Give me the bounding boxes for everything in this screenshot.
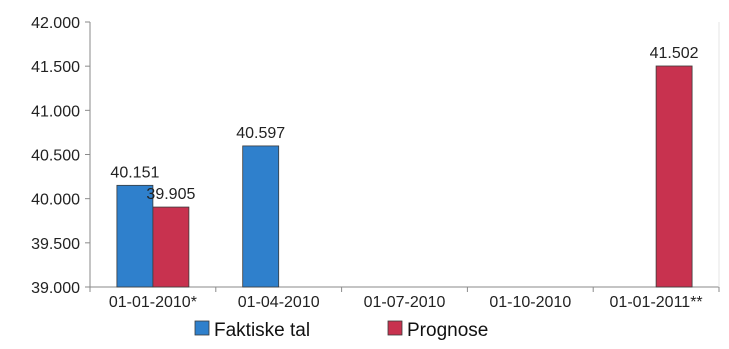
y-tick-label: 41.000	[31, 103, 80, 120]
data-label-faktiske-tal-01-01-2010: 40.151	[110, 164, 159, 181]
x-tick-label-01-01-2011: 01-01-2011**	[610, 294, 703, 311]
y-tick-label: 40.500	[31, 148, 80, 165]
bar-prognose-01-01-2010	[152, 206, 190, 288]
bars	[116, 65, 693, 288]
y-tick-label: 39.000	[31, 280, 80, 297]
x-axis: 01-01-2010* 01-04-2010 01-07-2010 01-10-201…	[89, 287, 720, 311]
x-tick-label-01-07-2010: 01-07-2010	[364, 294, 446, 311]
y-tick-label: 40.000	[31, 192, 80, 209]
bar-faktiske-tal-01-04-2010	[242, 145, 280, 288]
y-tick-label: 42.000	[31, 15, 80, 32]
legend-label-faktiske-tal: Faktiske tal	[214, 320, 310, 341]
bar-prognose-01-01-2011	[655, 65, 693, 288]
legend: Faktiske tal Prognose	[194, 320, 488, 341]
data-label-prognose-01-01-2010: 39.905	[146, 186, 195, 203]
legend-swatch-prognose	[387, 320, 403, 336]
x-tick-label-01-01-2010: 01-01-2010*	[109, 294, 197, 311]
legend-swatch-faktiske-tal	[194, 320, 210, 336]
data-label-faktiske-tal-01-04-2010: 40.597	[236, 125, 285, 142]
x-tick-label-01-04-2010: 01-04-2010	[238, 294, 320, 311]
y-tick-label: 39.500	[31, 236, 80, 253]
y-axis: 39.000 39.500 40.000 40.500 41.000 41.500 42.0…	[31, 15, 90, 297]
legend-label-prognose: Prognose	[407, 320, 488, 341]
data-label-prognose-01-01-2011: 41.502	[650, 45, 699, 62]
x-tick-label-01-10-2010: 01-10-2010	[489, 294, 571, 311]
data-labels: 40.151 39.905 40.597 41.502	[110, 45, 698, 203]
y-tick-label: 41.500	[31, 59, 80, 76]
bar-faktiske-tal-01-01-2010	[116, 184, 154, 288]
